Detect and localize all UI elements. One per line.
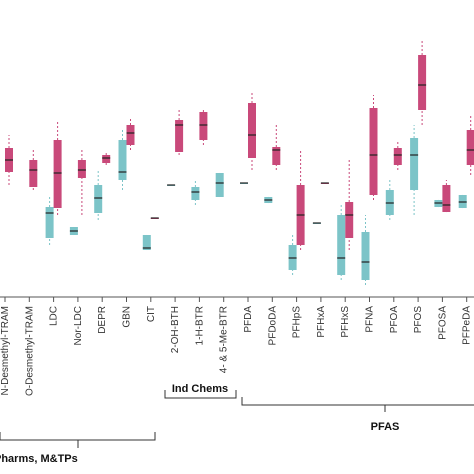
box <box>393 148 402 165</box>
x-tick-label: PFOSA <box>437 306 448 340</box>
box <box>126 125 135 145</box>
x-tick-label: CIT <box>146 306 157 322</box>
box <box>410 138 419 190</box>
box <box>418 55 427 110</box>
x-tick-label: 2-OH-BTH <box>170 306 181 353</box>
box <box>345 202 354 238</box>
group-bracket <box>241 397 474 412</box>
box <box>272 147 281 165</box>
x-tick-label: PFOA <box>389 306 400 334</box>
box <box>248 103 256 158</box>
x-tick-label: 1-H-BTR <box>194 306 205 345</box>
box <box>77 160 86 178</box>
x-tick-label: PFHxS <box>340 306 351 338</box>
box <box>118 140 127 180</box>
x-tick-label: PFPeDA <box>462 306 473 345</box>
x-tick-label: N-Desmethyl-TRAM <box>0 306 11 395</box>
box <box>175 120 184 152</box>
group-label: Ind Chems <box>172 383 228 395</box>
group-label: PFAS <box>371 421 400 433</box>
box <box>191 187 200 200</box>
x-tick-label: PFDA <box>243 306 254 333</box>
box <box>199 112 208 140</box>
box <box>369 108 378 195</box>
x-tick-label: PFHxA <box>316 306 327 338</box>
x-tick-label: GBN <box>122 306 133 328</box>
box <box>466 130 474 165</box>
box <box>442 185 451 212</box>
box <box>361 232 370 280</box>
x-tick-label: DEPR <box>97 306 108 334</box>
x-tick-label: 4- & 5-Me-BTR <box>219 306 230 373</box>
x-tick-label: PFDoDA <box>267 306 278 346</box>
box <box>102 155 111 163</box>
x-tick-label: PFHpS <box>292 306 303 339</box>
x-tick-label: LDC <box>49 306 60 326</box>
box <box>94 185 103 213</box>
box <box>29 160 38 187</box>
x-tick-label: Nor-LDC <box>73 306 84 345</box>
x-tick-label: PFNA <box>365 306 376 333</box>
box <box>215 173 224 197</box>
x-tick-label: O-Desmethyl-TRAM <box>24 306 35 396</box>
box <box>337 215 346 275</box>
group-label: Pharms, M&TPs <box>0 453 78 465</box>
box <box>45 207 54 238</box>
group-bracket <box>0 432 156 448</box>
group-bracket <box>164 390 237 399</box>
x-tick-label: PFOS <box>413 306 424 334</box>
box <box>142 235 151 250</box>
box <box>53 140 62 208</box>
